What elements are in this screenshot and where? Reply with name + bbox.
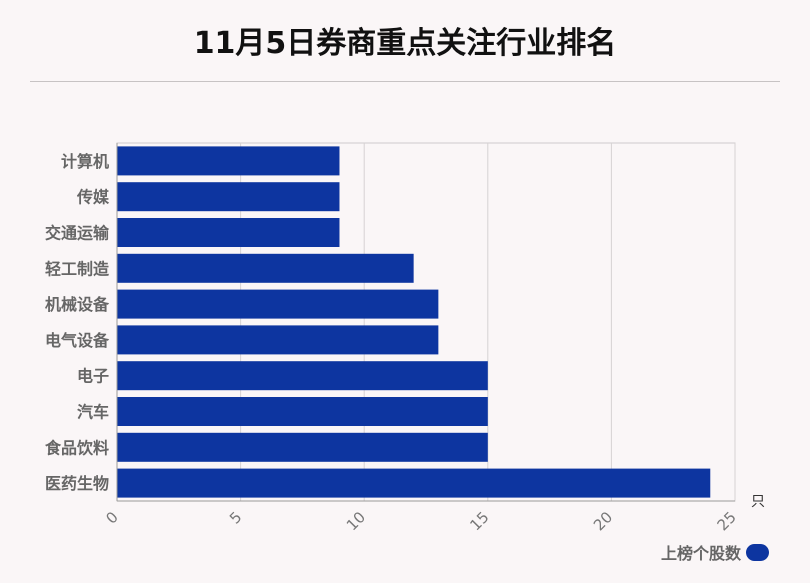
category-label: 机械设备: [45, 295, 110, 314]
category-label: 医药生物: [45, 474, 109, 493]
category-label: 交通运输: [45, 224, 110, 243]
legend-swatch: [746, 543, 770, 561]
bar: [117, 397, 488, 426]
category-label: 电气设备: [45, 331, 110, 350]
chart-title: 11月5日券商重点关注行业排名: [193, 26, 617, 61]
category-label: 汽车: [77, 403, 109, 422]
x-tick-label: 15: [466, 508, 492, 534]
x-axis-unit: 只: [751, 494, 765, 510]
x-tick-label: 25: [714, 508, 740, 534]
category-label: 计算机: [61, 152, 109, 171]
bar: [117, 325, 439, 355]
x-tick-label: 5: [226, 508, 245, 527]
bar: [117, 182, 340, 212]
category-label: 食品饮料: [44, 438, 109, 457]
bar: [117, 432, 488, 462]
title-divider: [30, 81, 780, 82]
x-tick-label: 20: [590, 508, 616, 534]
category-label: 轻工制造: [45, 259, 110, 278]
x-tick-label: 10: [343, 508, 369, 534]
x-tick-label: 0: [102, 508, 121, 527]
legend[interactable]: 上榜个股数: [661, 540, 770, 564]
legend-label: 上榜个股数: [661, 544, 742, 563]
category-label: 传媒: [76, 188, 110, 207]
bar: [117, 468, 711, 498]
bar: [117, 361, 488, 391]
bar: [117, 218, 340, 247]
category-label: 电子: [77, 367, 109, 386]
bar: [117, 289, 439, 319]
bar: [117, 146, 340, 176]
bar: [117, 253, 414, 283]
